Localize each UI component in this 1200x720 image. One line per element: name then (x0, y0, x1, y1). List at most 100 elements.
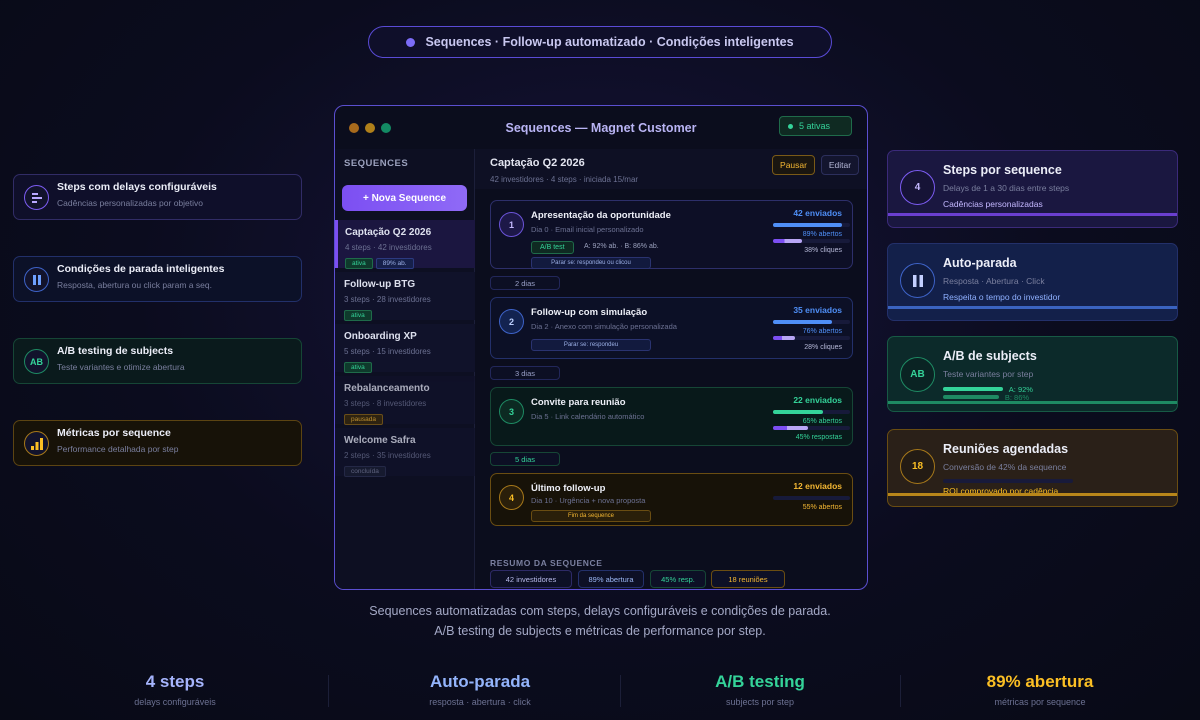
stat-item: Auto-parada resposta · abertura · click (340, 672, 620, 707)
accent-line (888, 306, 1177, 309)
step-title: Apresentação da oportunidade (531, 210, 671, 221)
step-card[interactable]: 2 Follow-up com simulação Dia 2 · Anexo co… (490, 297, 853, 359)
stop-condition-tag: Fim da sequence (531, 510, 651, 522)
ab-bar (943, 387, 1003, 391)
step-card[interactable]: 3 Convite para reunião Dia 5 · Link calend… (490, 387, 853, 446)
status-tag: ativa (344, 362, 372, 373)
stat-label: delays configuráveis (134, 697, 216, 707)
stat-label: métricas por sequence (994, 697, 1086, 707)
progress-bar (773, 320, 850, 324)
banner-pill: Sequences · Follow-up automatizado · Con… (368, 26, 832, 58)
ab-bar (943, 395, 999, 399)
sequence-subtitle: 42 investidores · 4 steps · iniciada 15/… (490, 175, 639, 184)
feature-extra: Cadências personalizadas (943, 199, 1043, 209)
window-dot-icon[interactable] (381, 122, 391, 133)
progress-bar (773, 239, 850, 243)
status-tag: ativa (344, 310, 372, 321)
sidebar-item-meta: 2 steps · 35 investidores (344, 451, 431, 460)
progress-fill (773, 336, 795, 340)
accent-line (888, 401, 1177, 404)
step-sent-count: 42 enviados (793, 208, 842, 218)
sidebar-item-name: Onboarding XP (344, 331, 417, 342)
sidebar-item[interactable]: Rebalanceamento 3 steps · 8 investidores p… (335, 376, 475, 425)
stat-value: 89% abertura (986, 672, 1094, 691)
sidebar-label: SEQUENCES (344, 158, 409, 169)
feature-badge: AB (900, 357, 935, 392)
sidebar-item-meta: 3 steps · 8 investidores (344, 399, 427, 408)
progress-bar (773, 410, 850, 414)
status-tag: ativa (345, 258, 373, 269)
progress-label: 76% abertos (802, 328, 842, 335)
step-title: Follow-up com simulação (531, 307, 648, 318)
stat-divider (327, 675, 329, 707)
progress-fill (773, 239, 803, 243)
sidebar-item[interactable]: Captação Q2 2026 4 steps · 42 investidore… (335, 220, 475, 269)
stop-condition-tag: Parar se: respondeu ou clicou (531, 257, 651, 269)
banner-text: Sequences · Follow-up automatizado · Con… (425, 35, 794, 49)
stat-label: subjects por step (725, 697, 795, 707)
feature-subtitle: Teste variantes e otimize abertura (57, 362, 185, 372)
ab-results: A: 92% ab. · B: 86% ab. (584, 243, 659, 250)
sidebar-item-name: Rebalanceamento (344, 383, 430, 394)
sidebar-item[interactable]: Welcome Safra 2 steps · 35 investidores co… (335, 428, 475, 477)
stat-divider (620, 675, 621, 707)
feature-title: Reuniões agendadas (943, 442, 1069, 456)
pause-button[interactable]: Pausar (772, 155, 815, 175)
feature-subtitle: Cadências personalizadas por objetivo (57, 198, 204, 208)
sequence-title: Captação Q2 2026 (490, 157, 585, 169)
feature-card: Steps com delays configuráveis Cadências … (13, 174, 302, 220)
feature-subtitle: Conversão de 42% da sequence (943, 462, 1067, 472)
feature-card: 18 Reuniões agendadas Conversão de 42% da … (887, 429, 1178, 507)
feature-title: A/B testing de subjects (57, 345, 174, 357)
feature-card: Auto-parada Resposta · Abertura · Click Re… (887, 243, 1178, 321)
sidebar-item[interactable]: Follow-up BTG 3 steps · 28 investidores at… (335, 272, 475, 321)
stat-divider (900, 675, 901, 707)
step-subtitle: Dia 10 · Urgência + nova proposta (531, 496, 646, 505)
feature-title: A/B de subjects (943, 349, 1037, 363)
sidebar-item[interactable]: Onboarding XP 5 steps · 15 investidores at… (335, 324, 475, 373)
window-dot-icon[interactable] (365, 122, 375, 133)
window-dot-icon[interactable] (349, 122, 359, 133)
sidebar: SEQUENCES + Nova Sequence Captação Q2 20… (335, 149, 475, 589)
sequence-header: Captação Q2 2026 42 investidores · 4 ste… (475, 149, 867, 189)
step-title: Convite para reunião (531, 397, 626, 408)
status-tag: pausada (344, 414, 383, 425)
progress-fill (773, 320, 832, 324)
progress-bar (773, 426, 850, 430)
status-dot-icon (788, 123, 793, 129)
progress-label: 65% abertos (802, 418, 842, 425)
feature-extra: Respeita o tempo do investidor (943, 292, 1061, 302)
feature-extra: ROI comprovado por cadência (943, 486, 1059, 496)
progress-bar (773, 336, 850, 340)
feature-card: AB A/B testing de subjects Teste variantes… (13, 338, 302, 384)
feature-card: Métricas por sequence Performance detalha… (13, 420, 302, 466)
step-title: Último follow-up (531, 483, 606, 494)
step-subtitle: Dia 2 · Anexo com simulação personalizad… (531, 322, 677, 331)
progress-label: 45% respostas (795, 434, 842, 441)
step-card[interactable]: 4 Último follow-up Dia 10 · Urgência + nov… (490, 473, 853, 526)
feature-subtitle: Performance detalhada por step (57, 444, 179, 454)
stat-item: A/B testing subjects por step (620, 672, 900, 707)
step-subtitle: Dia 5 · Link calendário automático (531, 412, 645, 421)
feature-subtitle: Delays de 1 a 30 dias entre steps (943, 183, 1070, 193)
progress-fill (773, 223, 842, 227)
ab-bar-row: A: 92% (943, 385, 1177, 394)
step-number: 3 (499, 399, 524, 424)
feature-subtitle: Resposta, abertura ou click param a seq. (57, 280, 212, 290)
feature-card: Condições de parada inteligentes Resposta… (13, 256, 302, 302)
progress-label: 38% cliques (804, 247, 842, 254)
step-sent-count: 12 enviados (793, 481, 842, 491)
feature-subtitle: Resposta · Abertura · Click (943, 276, 1045, 286)
edit-button[interactable]: Editar (821, 155, 859, 175)
progress-label: 28% cliques (804, 344, 842, 351)
sidebar-item-name: Captação Q2 2026 (345, 227, 432, 238)
dot-icon (406, 37, 416, 47)
caption: Sequences automatizadas com steps, delay… (0, 601, 1200, 641)
sidebar-item-meta: 3 steps · 28 investidores (344, 295, 431, 304)
new-sequence-button[interactable]: + Nova Sequence (342, 185, 467, 211)
step-card[interactable]: 1 Apresentação da oportunidade Dia 0 · Ema… (490, 200, 853, 269)
sidebar-item-meta: 4 steps · 42 investidores (345, 243, 432, 252)
delay-label: 5 dias (490, 452, 560, 466)
caption-line: Sequences automatizadas com steps, delay… (369, 604, 831, 618)
sidebar-item-name: Welcome Safra (344, 435, 416, 446)
